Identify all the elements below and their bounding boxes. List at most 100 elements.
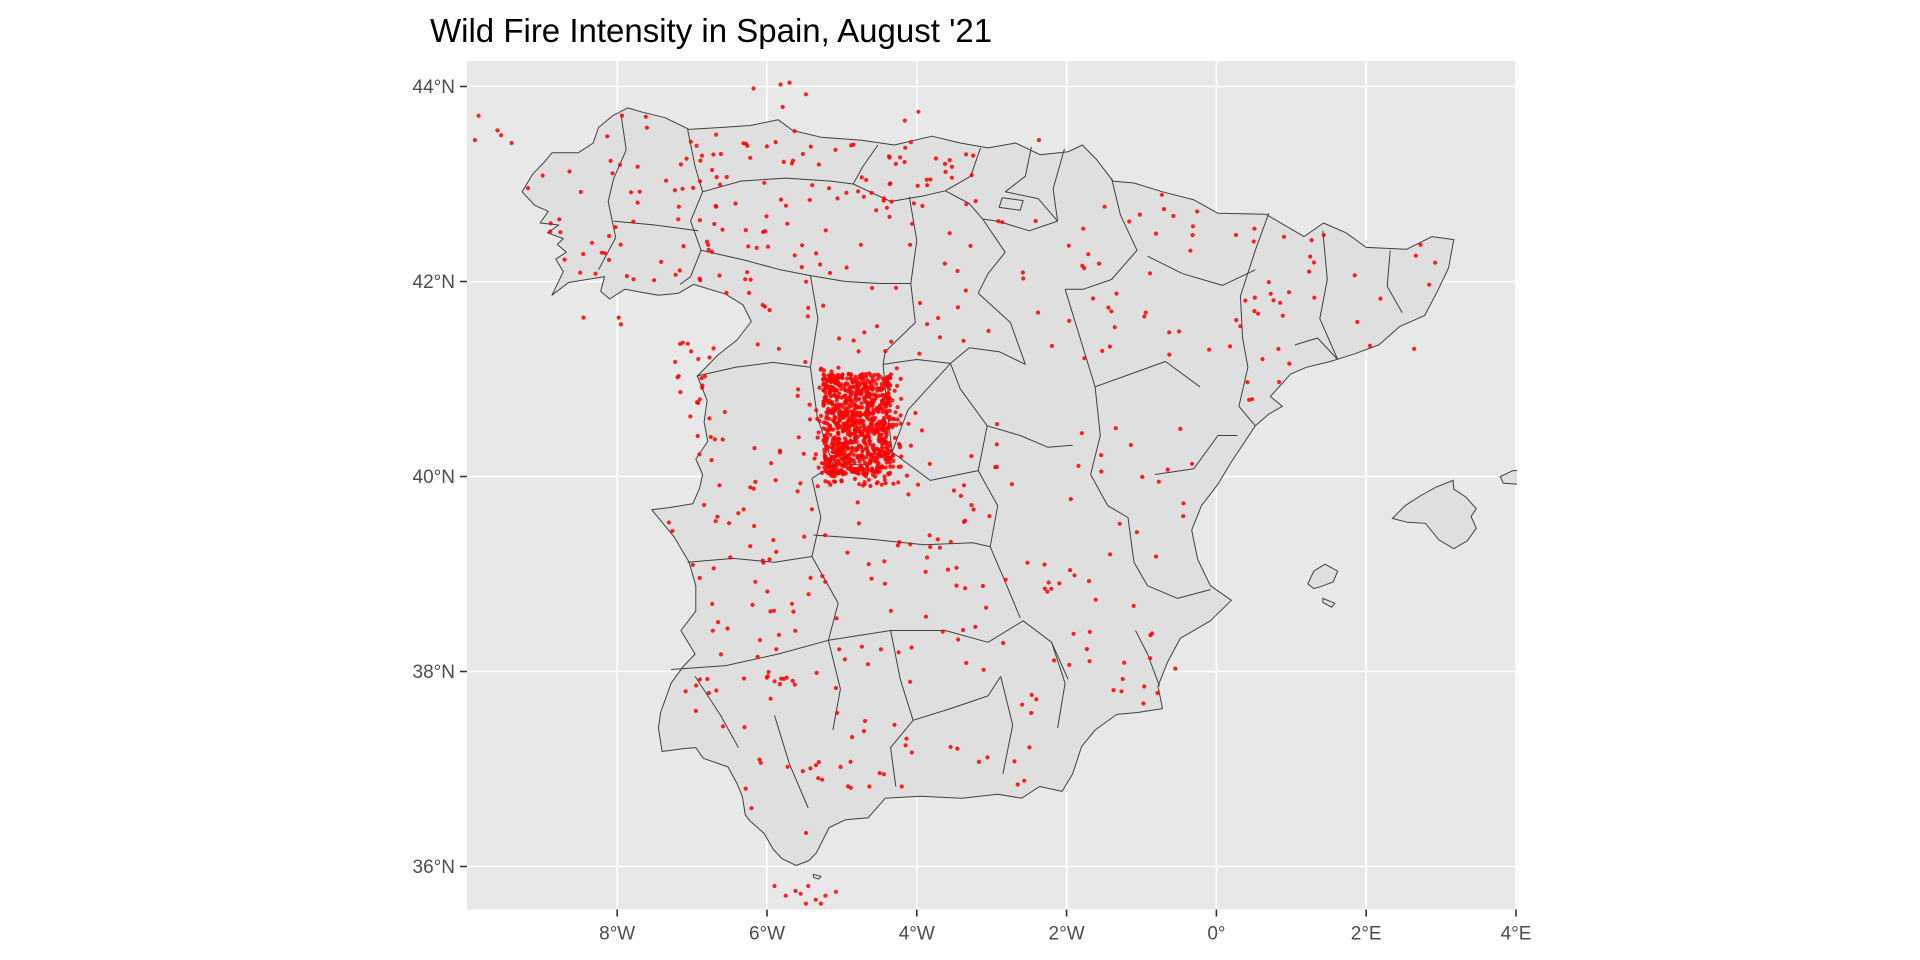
fire-point [771, 608, 777, 613]
fire-point [927, 533, 932, 538]
fire-point [904, 736, 909, 741]
province-border [811, 478, 822, 557]
y-tick-label: 36°N [413, 857, 455, 878]
fire-point [963, 586, 968, 591]
fire-point [864, 455, 869, 460]
fire-point [784, 675, 789, 680]
province-border [810, 275, 911, 284]
fire-point [1086, 252, 1091, 257]
fire-point [1108, 552, 1113, 557]
fire-point [865, 402, 870, 407]
fire-point [816, 760, 821, 765]
fire-point [635, 164, 640, 169]
fire-point [789, 601, 795, 606]
fire-point [878, 647, 884, 652]
fire-point [792, 682, 797, 687]
fire-point [1087, 629, 1092, 635]
fire-point [766, 669, 771, 675]
fire-point [771, 538, 776, 543]
fire-point [823, 390, 828, 395]
fire-point [858, 432, 864, 437]
fire-point [1107, 344, 1112, 349]
fire-point [879, 381, 884, 386]
fire-point [672, 188, 678, 193]
province-border [598, 201, 617, 271]
fire-point [1076, 463, 1081, 468]
fire-point [789, 161, 795, 166]
fire-point [617, 162, 623, 167]
province-border [989, 546, 1021, 619]
fire-point [1029, 710, 1034, 716]
fire-point [872, 378, 877, 383]
fire-point [1142, 684, 1147, 689]
fire-point [1308, 254, 1313, 259]
fire-point [889, 199, 894, 204]
fire-point [871, 398, 876, 403]
fire-point [853, 469, 858, 474]
fire-point [951, 488, 957, 493]
fire-point [726, 521, 732, 526]
fire-point [910, 221, 915, 226]
fire-point [899, 784, 904, 789]
fire-point [803, 830, 809, 836]
fire-point [835, 376, 840, 381]
fire-point [920, 203, 925, 208]
fire-point [863, 372, 869, 377]
fire-point [1252, 226, 1257, 231]
fire-point [882, 559, 887, 564]
fire-point [861, 395, 867, 400]
fire-point [1068, 568, 1073, 573]
fire-point [548, 229, 553, 234]
fire-point [835, 395, 840, 400]
fire-point [1287, 361, 1292, 366]
fire-point [677, 268, 682, 273]
fire-point [767, 308, 772, 313]
fire-point [1321, 233, 1326, 238]
fire-point [1042, 562, 1047, 567]
fire-point [804, 279, 809, 284]
fire-point [1207, 347, 1212, 352]
fire-point [1355, 319, 1360, 325]
province-border [702, 177, 854, 193]
fire-point [855, 383, 860, 388]
fire-point [824, 394, 829, 399]
fire-point [843, 426, 848, 431]
fire-point [830, 438, 835, 443]
fire-point [678, 162, 684, 167]
fire-point [1033, 218, 1038, 224]
fire-point [863, 399, 868, 404]
fire-point [697, 575, 702, 581]
fire-point [880, 399, 885, 404]
x-tick-label: 4°E [1501, 924, 1532, 945]
fire-point [870, 453, 875, 458]
fire-point [624, 274, 630, 279]
fire-point [548, 221, 553, 226]
province-border [1065, 177, 1138, 290]
fire-point [678, 390, 683, 395]
fire-point [883, 450, 888, 455]
x-tick-label: 8°W [599, 924, 635, 945]
fire-point [675, 375, 680, 380]
fire-point [768, 609, 773, 614]
fire-point [1128, 442, 1133, 448]
fire-point [714, 132, 719, 137]
fire-point [996, 219, 1001, 224]
fire-point [741, 141, 746, 146]
fire-point [743, 786, 748, 791]
province-border [679, 129, 704, 285]
fire-point [1009, 482, 1015, 487]
fire-point [858, 429, 863, 434]
province-border [977, 470, 999, 547]
fire-point [839, 478, 844, 483]
fire-point [886, 455, 892, 461]
fire-point [893, 161, 898, 166]
province-border [811, 556, 839, 641]
province-border [912, 676, 1002, 721]
fire-point [843, 464, 849, 469]
fire-point [815, 484, 820, 489]
fire-point [814, 408, 819, 413]
fire-point [751, 486, 756, 491]
fire-point [862, 480, 867, 485]
fire-point [1256, 311, 1261, 316]
